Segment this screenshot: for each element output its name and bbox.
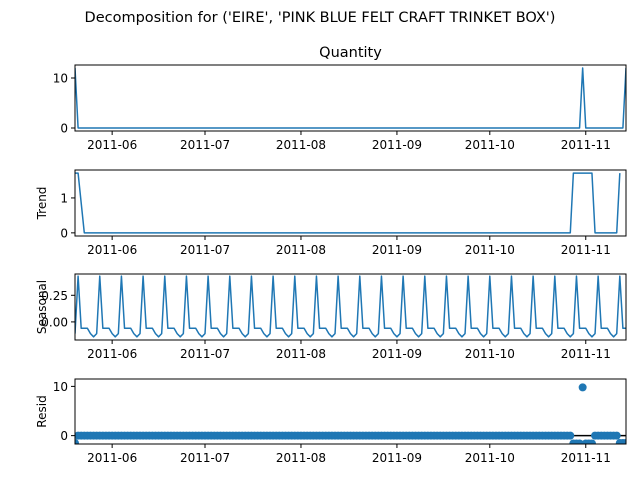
trend-xtick-label: 2011-09 [372,243,422,257]
panel-seasonal: 0.25 0.00 2011-06 2011-07 2011-08 2011-09 2011… [35,273,627,361]
seasonal-xtick-label: 2011-06 [87,347,137,361]
resid-point [622,439,626,444]
resid-xtick-label: 2011-07 [180,451,230,465]
resid-ytick-label: 0 [60,429,68,443]
resid-ytick-label: 10 [53,380,68,394]
resid-axes-frame [74,378,627,445]
seasonal-ylabel: Seasonal [35,280,49,334]
seasonal-xtick-label: 2011-10 [465,347,515,361]
resid-xtick-label: 2011-11 [561,451,611,465]
seasonal-xtick-label: 2011-08 [276,347,326,361]
trend-xtick-label: 2011-06 [87,243,137,257]
panel-trend: 0 1 2011-06 2011-07 2011-08 2011-09 2011-10 201… [35,169,627,257]
resid-xtick-label: 2011-10 [465,451,515,465]
trend-plot-area [75,172,621,234]
observed-ytick-label: 0 [60,122,68,136]
seasonal-ytick-label: 0.00 [41,315,68,329]
panel-resid: 0 10 2011-06 2011-07 2011-08 2011-09 2011-10 20… [35,378,627,465]
observed-xtick-label: 2011-06 [87,138,137,152]
trend-axes-frame [74,169,627,237]
resid-xtick-label: 2011-06 [87,451,137,465]
seasonal-axes-frame [74,273,627,341]
trend-xtick-label: 2011-11 [561,243,611,257]
resid-xtick-label: 2011-09 [372,451,422,465]
seasonal-xtick-label: 2011-11 [561,347,611,361]
observed-xtick-label: 2011-10 [465,138,515,152]
observed-xtick-label: 2011-09 [372,138,422,152]
observed-xtick-label: 2011-11 [561,138,611,152]
resid-point [612,431,621,440]
seasonal-xtick-label: 2011-07 [180,347,230,361]
trend-ytick-label: 0 [60,226,68,240]
observed-series-line [75,67,626,129]
trend-ytick-label: 1 [60,191,68,205]
observed-xtick-label: 2011-07 [180,138,230,152]
observed-ytick-label: 10 [53,72,68,86]
trend-xtick-label: 2011-10 [465,243,515,257]
figure-suptitle: Decomposition for ('EIRE', 'PINK BLUE FE… [85,10,556,26]
trend-xtick-label: 2011-07 [180,243,230,257]
trend-xtick-label: 2011-08 [276,243,326,257]
observed-panel-title: Quantity [319,45,382,61]
resid-plot-area [75,383,626,444]
observed-xtick-label: 2011-08 [276,138,326,152]
seasonal-xtick-label: 2011-09 [372,347,422,361]
resid-ylabel: Resid [35,395,49,427]
observed-plot-area [75,67,626,129]
resid-point [578,383,587,392]
resid-point [587,439,596,444]
seasonal-series-line [75,275,626,338]
trend-series-line [75,172,621,234]
trend-ylabel: Trend [35,187,49,221]
seasonal-plot-area [75,275,626,338]
observed-axes-frame [74,64,627,132]
resid-point [75,439,79,444]
resid-point [566,431,575,440]
resid-xtick-label: 2011-08 [276,451,326,465]
panel-observed: 0 10 2011-06 2011-07 2011-08 2011-09 2011-10 20… [53,45,627,152]
resid-point [575,439,584,444]
seasonal-ytick-label: 0.25 [41,289,68,303]
